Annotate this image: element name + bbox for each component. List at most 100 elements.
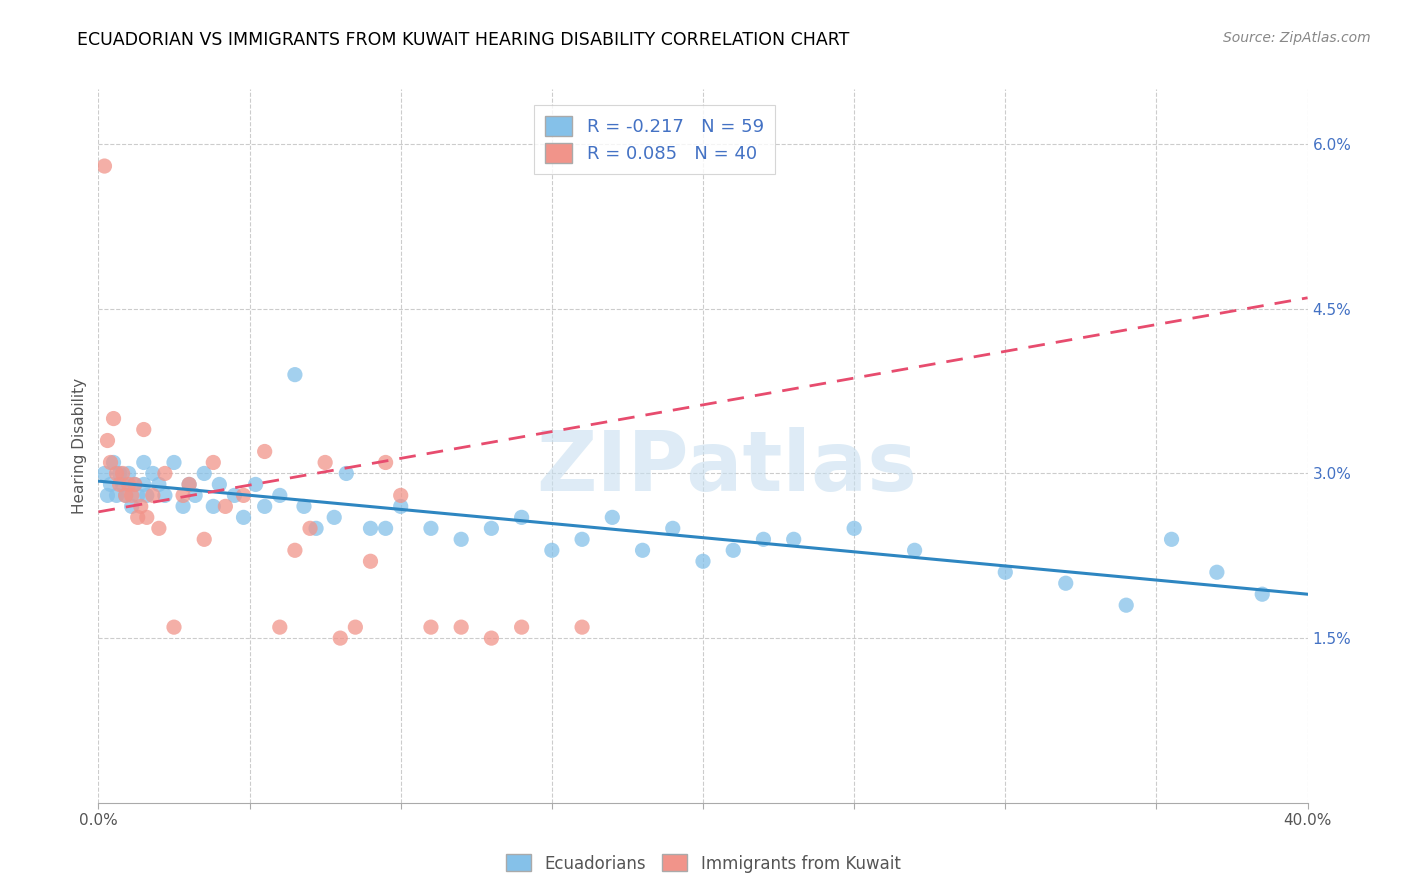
Point <box>179 477 201 491</box>
Point <box>129 500 152 514</box>
Point <box>269 488 291 502</box>
Point <box>163 620 186 634</box>
Point <box>314 455 336 469</box>
Point <box>142 467 165 481</box>
Point <box>163 455 186 469</box>
Point <box>127 488 149 502</box>
Point <box>1160 533 1182 547</box>
Point <box>420 521 443 535</box>
Point <box>100 477 122 491</box>
Point <box>118 477 141 491</box>
Point <box>602 510 624 524</box>
Y-axis label: Hearing Disability: Hearing Disability <box>72 378 87 514</box>
Point <box>96 434 118 448</box>
Text: Source: ZipAtlas.com: Source: ZipAtlas.com <box>1223 31 1371 45</box>
Point <box>108 477 131 491</box>
Point <box>118 467 141 481</box>
Point <box>124 477 146 491</box>
Point <box>245 477 267 491</box>
Point <box>844 521 866 535</box>
Point <box>752 533 775 547</box>
Point <box>571 620 593 634</box>
Point <box>329 631 352 645</box>
Point <box>179 477 201 491</box>
Point <box>344 620 367 634</box>
Point <box>269 620 291 634</box>
Point <box>335 467 357 481</box>
Point <box>114 488 136 502</box>
Point <box>153 488 176 502</box>
Point <box>783 533 806 547</box>
Point <box>135 510 157 524</box>
Point <box>93 467 115 481</box>
Point <box>323 510 346 524</box>
Point <box>420 620 443 634</box>
Legend: R = -0.217   N = 59, R = 0.085   N = 40: R = -0.217 N = 59, R = 0.085 N = 40 <box>534 105 775 174</box>
Point <box>299 521 322 535</box>
Point <box>481 631 503 645</box>
Point <box>142 488 165 502</box>
Point <box>232 488 254 502</box>
Point <box>111 477 134 491</box>
Point <box>148 521 170 535</box>
Point <box>224 488 246 502</box>
Point <box>193 467 215 481</box>
Point <box>510 510 533 524</box>
Point <box>232 510 254 524</box>
Point <box>360 554 382 568</box>
Point <box>105 488 128 502</box>
Point <box>292 500 315 514</box>
Point <box>132 477 155 491</box>
Point <box>253 500 276 514</box>
Point <box>631 543 654 558</box>
Point <box>904 543 927 558</box>
Point <box>389 500 412 514</box>
Point <box>450 533 472 547</box>
Point <box>540 543 562 558</box>
Point <box>360 521 382 535</box>
Point <box>692 554 714 568</box>
Point <box>208 477 231 491</box>
Point <box>93 159 115 173</box>
Point <box>1251 587 1274 601</box>
Point <box>184 488 207 502</box>
Text: ECUADORIAN VS IMMIGRANTS FROM KUWAIT HEARING DISABILITY CORRELATION CHART: ECUADORIAN VS IMMIGRANTS FROM KUWAIT HEA… <box>77 31 849 49</box>
Point <box>510 620 533 634</box>
Point <box>121 500 143 514</box>
Point <box>103 455 125 469</box>
Point <box>96 488 118 502</box>
Point <box>135 488 157 502</box>
Point <box>253 444 276 458</box>
Point <box>127 510 149 524</box>
Point <box>389 488 412 502</box>
Point <box>100 455 122 469</box>
Point <box>723 543 745 558</box>
Point <box>571 533 593 547</box>
Legend: Ecuadorians, Immigrants from Kuwait: Ecuadorians, Immigrants from Kuwait <box>499 847 907 880</box>
Point <box>374 521 396 535</box>
Point <box>193 533 215 547</box>
Point <box>172 500 194 514</box>
Point <box>481 521 503 535</box>
Point <box>153 467 176 481</box>
Point <box>284 543 307 558</box>
Point <box>202 455 225 469</box>
Point <box>305 521 328 535</box>
Point <box>103 411 125 425</box>
Point <box>148 477 170 491</box>
Point <box>202 500 225 514</box>
Point <box>214 500 236 514</box>
Point <box>1115 598 1137 612</box>
Text: ZIPatlas: ZIPatlas <box>537 427 918 508</box>
Point <box>111 467 134 481</box>
Point <box>108 467 131 481</box>
Point <box>124 477 146 491</box>
Point <box>1054 576 1077 591</box>
Point <box>661 521 683 535</box>
Point <box>105 467 128 481</box>
Point <box>450 620 472 634</box>
Point <box>374 455 396 469</box>
Point <box>172 488 194 502</box>
Point <box>121 488 143 502</box>
Point <box>284 368 307 382</box>
